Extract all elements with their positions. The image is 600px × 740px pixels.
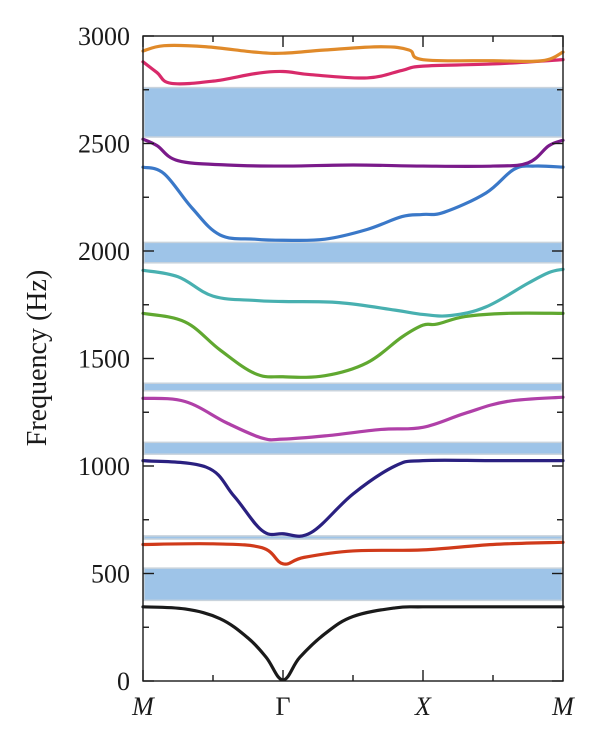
band-line-4 <box>141 395 565 442</box>
band-gap-5 <box>143 241 563 264</box>
band-gap-1 <box>143 567 563 602</box>
band-line-5 <box>141 311 565 379</box>
ticks-layer <box>142 35 564 682</box>
band-gaps-layer <box>143 86 563 602</box>
band-line-10 <box>141 43 565 64</box>
x-tick-label-1: M <box>131 692 155 721</box>
y-tick-label-1500: 1500 <box>78 345 130 374</box>
tick-labels-layer: 0 500 1000 1500 2000 2500 3000 M Γ X M <box>78 22 575 721</box>
series-layer <box>141 43 565 682</box>
x-tick-label-4: M <box>551 692 575 721</box>
band-gap-2 <box>143 535 563 540</box>
y-tick-label-1000: 1000 <box>78 452 130 481</box>
band-gap-3 <box>143 441 563 455</box>
band-line-8 <box>141 137 565 168</box>
band-gap-4 <box>143 382 563 392</box>
y-tick-label-0: 0 <box>117 667 130 696</box>
band-line-6 <box>141 267 565 318</box>
band-line-9 <box>141 58 565 86</box>
band-line-3 <box>141 458 565 538</box>
band-line-1 <box>141 605 565 682</box>
y-axis-title: Frequency (Hz) <box>22 270 53 446</box>
y-tick-label-2000: 2000 <box>78 237 130 266</box>
x-tick-label-2: Γ <box>275 692 290 721</box>
y-tick-label-2500: 2500 <box>78 130 130 159</box>
band-gap-6 <box>143 86 563 138</box>
band-line-7 <box>141 164 565 243</box>
y-tick-label-500: 500 <box>91 560 130 589</box>
band-line-2 <box>141 540 565 566</box>
x-tick-label-3: X <box>414 692 432 721</box>
y-tick-label-3000: 3000 <box>78 22 130 51</box>
